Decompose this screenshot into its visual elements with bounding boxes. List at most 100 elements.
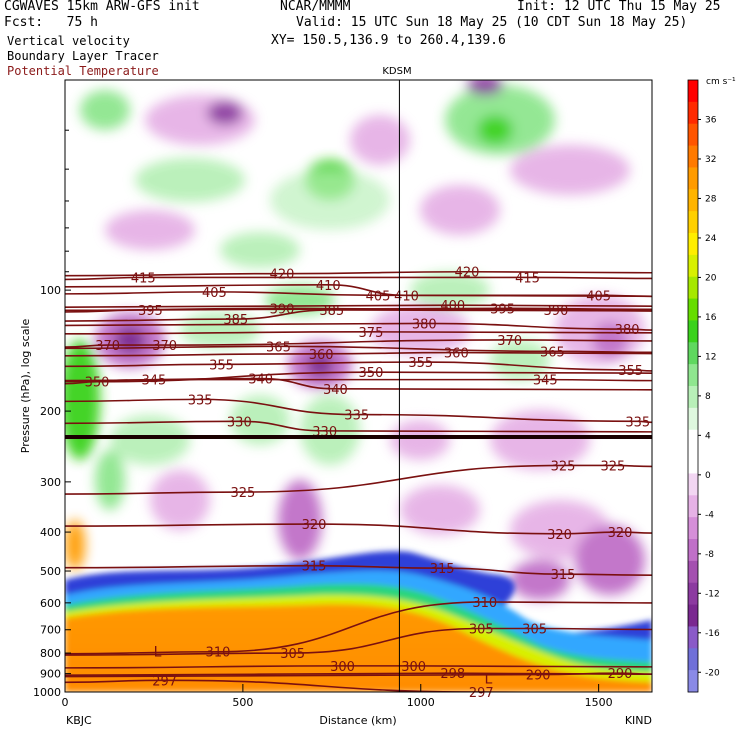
theta-contour-305 — [65, 627, 652, 656]
theta-contour-385 — [65, 309, 652, 322]
theta-contour-400 — [65, 304, 652, 308]
theta-label: 345 — [533, 374, 558, 389]
theta-label: 380 — [412, 317, 437, 332]
theta-label: 405 — [586, 289, 611, 304]
theta-label: 355 — [408, 356, 433, 371]
theta-label: 395 — [138, 304, 163, 319]
theta-label: 390 — [270, 302, 295, 317]
org-label: NCAR/MMMM — [280, 0, 351, 14]
theta-contour-370 — [65, 339, 652, 348]
theta-label: 310 — [472, 596, 497, 611]
cross-section-endpoints: XY= 150.5,136.9 to 260.4,139.6 — [271, 33, 506, 48]
low-marker: L — [484, 672, 492, 688]
theta-label: 305 — [280, 647, 305, 662]
theta-contour-330 — [65, 420, 652, 433]
theta-contour-360 — [65, 351, 652, 357]
theta-label: 370 — [152, 339, 177, 354]
colorbar-swatch — [688, 517, 698, 540]
y-tick-label: 400 — [40, 526, 61, 539]
model-title: CGWAVES 15km ARW-GFS init — [4, 0, 200, 14]
theta-contour-300 — [65, 665, 652, 669]
theta-label: 340 — [323, 383, 348, 398]
y-axis-title: Pressure (hPa), log scale — [19, 319, 32, 454]
colorbar-swatch — [688, 582, 698, 606]
colorbar-swatch — [688, 167, 698, 190]
theta-label: 355 — [209, 358, 234, 373]
theta-contour-365 — [65, 345, 652, 354]
theta-label: 335 — [344, 409, 369, 424]
colorbar-swatch — [688, 123, 698, 147]
x-tick-label: 1000 — [407, 696, 435, 709]
station-right-label: KIND — [625, 714, 652, 727]
theta-contour-405 — [65, 291, 652, 298]
colorbar-swatch — [688, 101, 698, 125]
colorbar-swatch — [688, 626, 698, 649]
plot-frame — [64, 79, 653, 693]
field-label-vertical-velocity: Vertical velocity — [7, 34, 130, 48]
theta-label: 360 — [309, 348, 334, 363]
colorbar-tick-label: 0 — [705, 471, 711, 481]
colorbar-tick-label: 4 — [705, 431, 711, 441]
theta-label: 420 — [455, 266, 480, 281]
theta-label: 297 — [152, 674, 177, 689]
theta-label: 330 — [227, 415, 252, 430]
colorbar-tick-label: -20 — [705, 668, 720, 678]
theta-label: 315 — [430, 562, 455, 577]
colorbar-tick-label: -8 — [705, 550, 714, 560]
colorbar-tick-label: -4 — [705, 510, 714, 520]
y-tick-label: 200 — [40, 405, 61, 418]
theta-label: 297 — [469, 686, 494, 701]
colorbar-tick-label: -16 — [705, 629, 720, 639]
theta-contour-380 — [65, 322, 652, 331]
y-tick-label: 500 — [40, 565, 61, 578]
colorbar-swatch — [688, 560, 698, 584]
theta-contour-340 — [65, 377, 652, 391]
theta-label: 290 — [526, 669, 551, 684]
theta-contour-415 — [65, 276, 652, 281]
field-label-boundary-layer-tracer: Boundary Layer Tracer — [7, 49, 159, 63]
colorbar-tick-label: 32 — [705, 155, 716, 165]
theta-label: 320 — [302, 518, 327, 533]
theta-label: 305 — [522, 622, 547, 637]
station-mid-label: KDSM — [382, 66, 411, 77]
colorbar-tick-label: 16 — [705, 313, 717, 323]
field-label-potential-temperature: Potential Temperature — [7, 64, 159, 78]
theta-label: 405 — [366, 289, 391, 304]
theta-label: 325 — [551, 459, 576, 474]
theta-label: 410 — [316, 279, 341, 294]
theta-label: 370 — [497, 334, 522, 349]
theta-label: 315 — [551, 568, 576, 583]
theta-contour-335 — [65, 398, 652, 424]
theta-label: 400 — [440, 299, 465, 314]
theta-label: 335 — [188, 393, 213, 408]
colorbar-swatch — [688, 386, 698, 409]
theta-label: 305 — [469, 622, 494, 637]
colorbar-swatch — [688, 648, 698, 671]
y-tick-label: 100 — [40, 284, 61, 297]
x-tick-label: 500 — [232, 696, 253, 709]
theta-label: 345 — [142, 374, 167, 389]
low-marker: L — [154, 645, 162, 661]
colorbar-swatch — [688, 189, 698, 212]
theta-contour-290 — [65, 672, 652, 678]
colorbar-swatch — [688, 495, 698, 518]
theta-contour-355 — [65, 361, 652, 372]
colorbar-swatch — [688, 233, 698, 256]
theta-label: 290 — [608, 667, 633, 682]
theta-label: 395 — [490, 302, 515, 317]
init-time: Init: 12 UTC Thu 15 May 25 — [517, 0, 721, 14]
potential-temperature-contours — [65, 270, 652, 692]
colorbar-swatch — [688, 320, 698, 343]
theta-label: 350 — [85, 376, 110, 391]
vertical-velocity-upper-field — [65, 80, 645, 600]
colorbar-swatch — [688, 342, 698, 365]
x-axis-title: Distance (km) — [319, 714, 396, 727]
theta-label: 380 — [615, 323, 640, 338]
theta-label: 300 — [401, 660, 426, 675]
colorbar-swatch — [688, 539, 698, 562]
theta-contour-297 — [65, 679, 596, 692]
theta-label: 365 — [540, 345, 565, 360]
colorbar-tick-label: 24 — [705, 234, 717, 244]
